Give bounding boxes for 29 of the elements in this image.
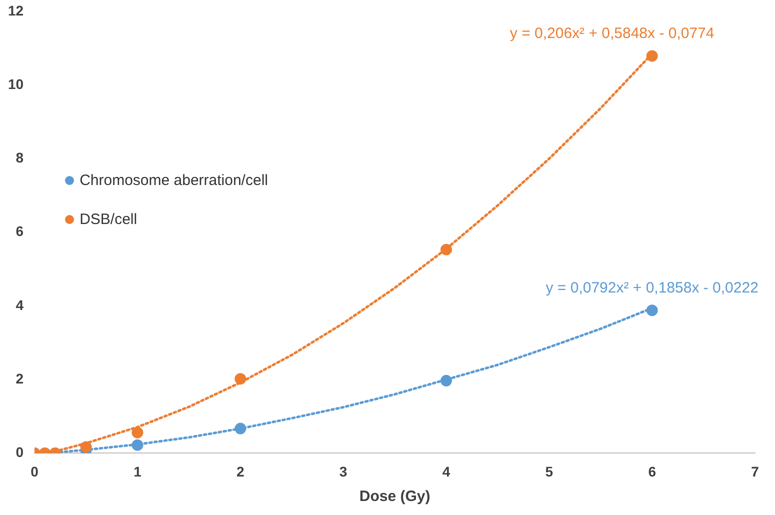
- point: [132, 426, 144, 438]
- point: [80, 441, 92, 453]
- annotation: y = 0,206x² + 0,5848x - 0,0774: [510, 25, 714, 42]
- y-tick-label: 0: [16, 444, 24, 460]
- x-tick-label: 4: [442, 463, 450, 480]
- point: [234, 422, 246, 434]
- point: [234, 373, 246, 385]
- point: [440, 374, 452, 386]
- point: [132, 439, 144, 451]
- x-tick-label: 6: [648, 463, 656, 480]
- y-tick-label: 10: [8, 76, 24, 92]
- y-tick-label: 12: [8, 2, 24, 18]
- annotation: y = 0,0792x² + 0,1858x - 0,0222: [546, 279, 758, 296]
- point: [646, 50, 658, 62]
- legend-label: DSB/cell: [80, 211, 138, 228]
- y-tick-label: 2: [16, 370, 24, 386]
- x-tick-label: 2: [236, 463, 245, 480]
- y-tick-label: 8: [16, 150, 24, 166]
- y-tick-label: 6: [16, 223, 24, 240]
- x-tick-label: 5: [545, 463, 554, 480]
- y-tick-label: 4: [16, 296, 24, 313]
- x-tick-label: 0: [30, 463, 39, 480]
- x-tick-label: 3: [339, 463, 348, 480]
- x-axis-title: Dose (Gy): [359, 488, 430, 506]
- x-tick-label: 7: [751, 463, 760, 480]
- point: [440, 244, 452, 256]
- x-tick-label: 1: [134, 463, 142, 480]
- legend-label: Chromosome aberration/cell: [80, 172, 268, 190]
- point: [646, 304, 658, 316]
